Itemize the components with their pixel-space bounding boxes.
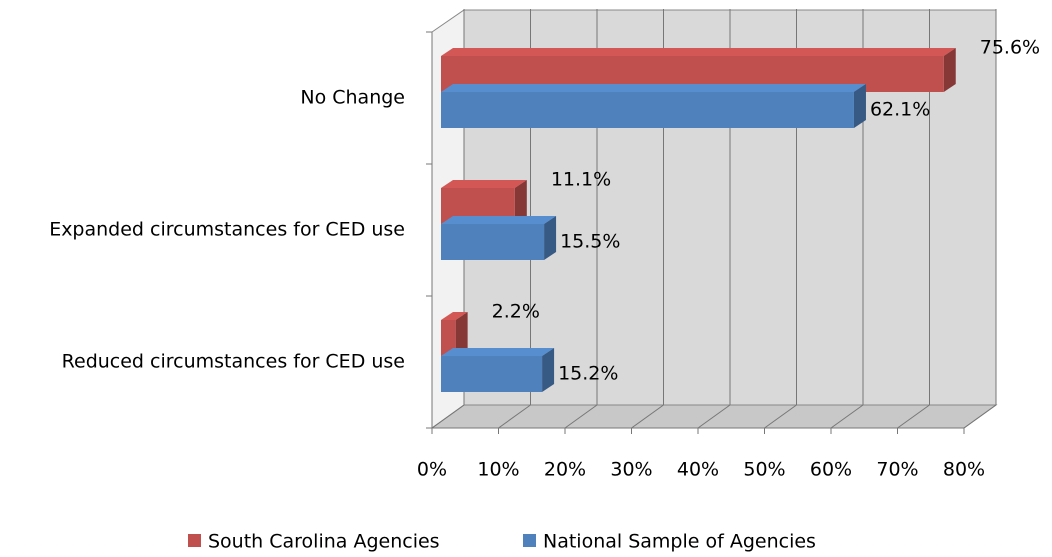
data-label: 15.5%	[560, 231, 620, 253]
bar-face	[441, 56, 944, 92]
bar-face	[544, 216, 557, 260]
bar-face	[455, 312, 468, 356]
bar-face	[514, 180, 527, 224]
data-label: 75.6%	[980, 37, 1040, 59]
x-tick-label: 50%	[743, 459, 785, 481]
grid-line	[498, 404, 531, 429]
y-tick-label: No Change	[300, 87, 405, 109]
bar-face	[441, 180, 527, 188]
grid-line	[564, 404, 598, 429]
bar-face	[441, 188, 515, 224]
x-tick-label: 40%	[677, 459, 719, 481]
bar-face	[943, 48, 956, 92]
bar	[441, 216, 557, 260]
bar-face	[441, 224, 545, 260]
grid-line	[764, 404, 797, 429]
grid-line	[897, 404, 930, 429]
grid-line	[697, 404, 731, 429]
bar-face	[441, 84, 866, 92]
bar	[441, 180, 527, 224]
data-label: 2.2%	[492, 301, 540, 323]
data-label: 11.1%	[551, 169, 611, 191]
y-tick-label: Expanded circumstances for CED use	[49, 219, 405, 241]
legend-swatch	[188, 534, 201, 547]
legend-swatch	[523, 534, 536, 547]
grid-line	[631, 404, 664, 429]
y-tick-label: Reduced circumstances for CED use	[62, 351, 405, 373]
data-label: 15.2%	[558, 363, 618, 385]
bar-face	[441, 320, 456, 356]
bar	[441, 48, 956, 92]
data-label: 62.1%	[870, 99, 930, 121]
x-tick-label: 0%	[417, 459, 447, 481]
bar-face	[441, 48, 956, 56]
bar-face	[542, 348, 555, 392]
x-tick-label: 80%	[943, 459, 985, 481]
legend-label: National Sample of Agencies	[543, 531, 816, 553]
bar-face	[441, 356, 543, 392]
x-tick-label: 10%	[477, 459, 519, 481]
bar-face	[441, 216, 557, 224]
bar	[441, 312, 468, 356]
bar-face	[853, 84, 866, 128]
bar-face	[441, 348, 555, 356]
x-tick-label: 70%	[876, 459, 918, 481]
bar-face	[441, 312, 468, 320]
bar	[441, 84, 866, 128]
grid-line	[830, 404, 864, 429]
x-tick-label: 60%	[810, 459, 852, 481]
bar-face	[441, 92, 854, 128]
x-tick-label: 20%	[544, 459, 586, 481]
x-tick-label: 30%	[610, 459, 652, 481]
legend-label: South Carolina Agencies	[208, 531, 440, 553]
grid-line	[963, 404, 997, 429]
bar	[441, 348, 555, 392]
grid-line	[431, 404, 465, 429]
